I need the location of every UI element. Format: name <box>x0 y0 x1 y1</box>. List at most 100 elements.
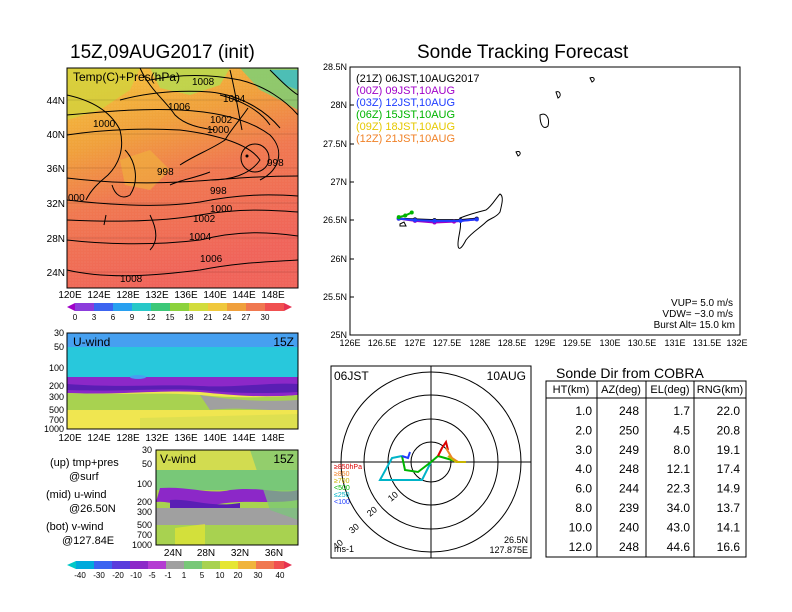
isobar-label: 1002 <box>193 214 216 225</box>
v-x-tick: 32N <box>231 548 249 559</box>
isobar-label: 998 <box>210 186 227 197</box>
colorbar-tick: 21 <box>204 313 213 322</box>
wind-colorbar-tick: -40 <box>74 571 86 580</box>
track-point <box>409 210 414 215</box>
track-point <box>403 213 408 218</box>
svg-text:10: 10 <box>386 489 400 503</box>
hodo-unit: ms-1 <box>334 544 354 554</box>
v-y-tick: 50 <box>142 459 152 469</box>
u-x-tick: 128E <box>116 433 140 444</box>
table-header: EL(deg) <box>650 384 689 396</box>
burst-param: Burst Alt= 15.0 km <box>654 320 735 331</box>
legend-mid2: @26.50N <box>69 503 116 515</box>
isobar-label: 1004 <box>189 232 212 243</box>
isobar-label: 1004 <box>223 94 246 105</box>
table-cell: 248 <box>619 540 639 554</box>
track-y-tick: 26N <box>330 254 347 264</box>
isobar-label: 1000 <box>93 119 116 130</box>
table-cell: 13.7 <box>717 501 741 515</box>
u-y-tick: 200 <box>49 381 64 391</box>
track-y-tick: 25N <box>330 330 347 340</box>
svg-text:40: 40 <box>331 537 345 551</box>
islands <box>399 77 595 249</box>
track-point <box>474 217 479 222</box>
map-title: 15Z,09AUG2017 (init) <box>70 42 255 63</box>
isobar-label: 1000 <box>210 204 233 215</box>
track-y-tick: 28N <box>330 100 347 110</box>
table-cell: 14.9 <box>717 482 741 496</box>
track-x-tick: 132E <box>726 338 747 348</box>
lat-tick: 32N <box>47 199 65 210</box>
u-x-tick: 144E <box>232 433 256 444</box>
track-legend-item: (03Z) 12JST,10AUG <box>356 97 455 109</box>
track-x-tick: 129E <box>534 338 555 348</box>
lat-tick: 24N <box>47 268 65 279</box>
track-y-tick: 27.5N <box>323 139 347 149</box>
table-cell: 240 <box>619 520 639 534</box>
lon-tick: 124E <box>87 290 111 301</box>
v-y-tick: 300 <box>137 507 152 517</box>
track-x-tick: 130E <box>599 338 620 348</box>
isobar-label: 1006 <box>200 254 223 265</box>
table-header: HT(km) <box>553 384 590 396</box>
colorbar-tick: 30 <box>261 313 270 322</box>
lon-tick: 128E <box>116 290 140 301</box>
table-cell: 12.1 <box>667 462 691 476</box>
v-y-tick: 30 <box>142 445 152 455</box>
track-legend-item: (12Z) 21JST,10AUG <box>356 133 455 145</box>
v-y-tick: 700 <box>137 530 152 540</box>
track-legend-item: (00Z) 09JST,10AUG <box>356 85 455 97</box>
table-cell: 22.3 <box>667 482 691 496</box>
u-wind-label: U-wind <box>73 335 110 349</box>
lon-tick: 120E <box>58 290 82 301</box>
table-cell: 2.0 <box>575 423 592 437</box>
table-cell: 1.0 <box>575 404 592 418</box>
wind-colorbar <box>67 561 292 569</box>
u-x-tick: 140E <box>203 433 227 444</box>
table-cell: 14.1 <box>717 520 741 534</box>
u-y-tick: 700 <box>49 415 64 425</box>
track-y-tick: 25.5N <box>323 292 347 302</box>
table-cell: 8.0 <box>673 443 690 457</box>
sonde-table-title: Sonde Dir from COBRA <box>556 365 704 381</box>
wind-colorbar-tick: 5 <box>200 571 205 580</box>
wind-colorbar-tick: 1 <box>182 571 187 580</box>
colorbar-tick: 24 <box>223 313 232 322</box>
track-y-tick: 27N <box>330 177 347 187</box>
wind-colorbar-tick: -20 <box>112 571 124 580</box>
table-cell: 4.0 <box>575 462 592 476</box>
hodo-pressure-label: ≥850hPa <box>334 464 362 471</box>
wind-colorbar-tick: 30 <box>254 571 263 580</box>
table-cell: 248 <box>619 404 639 418</box>
hodo-pressure-label: <100 <box>334 499 350 506</box>
map-label: Temp(C)+Pres(hPa) <box>73 70 180 84</box>
wind-colorbar-tick: -5 <box>148 571 156 580</box>
isobar-label: 1006 <box>168 102 191 113</box>
v-y-tick: 500 <box>137 520 152 530</box>
colorbar-tick: 9 <box>130 313 135 322</box>
u-x-tick: 148E <box>261 433 285 444</box>
isobar-label: 1002 <box>210 115 233 126</box>
track-x-tick: 131.5E <box>693 338 722 348</box>
lon-tick: 140E <box>203 290 227 301</box>
track-x-tick: 127E <box>404 338 425 348</box>
u-x-tick: 124E <box>87 433 111 444</box>
u-wind-time: 15Z <box>273 335 294 349</box>
isobar-label: 000 <box>68 193 85 204</box>
u-y-tick: 50 <box>54 342 64 352</box>
table-cell: 239 <box>619 501 639 515</box>
track-x-tick: 128.5E <box>498 338 527 348</box>
table-header: AZ(deg) <box>601 384 641 396</box>
table-cell: 8.0 <box>575 501 592 515</box>
temperature-colorbar <box>67 303 292 311</box>
table-cell: 16.6 <box>717 540 741 554</box>
v-wind-panel <box>155 449 299 546</box>
u-x-tick: 136E <box>174 433 198 444</box>
wind-colorbar-tick: 20 <box>234 571 243 580</box>
v-wind-label: V-wind <box>160 452 196 466</box>
legend-up2: @surf <box>69 471 99 483</box>
u-y-tick: 1000 <box>44 424 64 434</box>
v-y-tick: 100 <box>137 479 152 489</box>
track-point <box>413 218 417 223</box>
